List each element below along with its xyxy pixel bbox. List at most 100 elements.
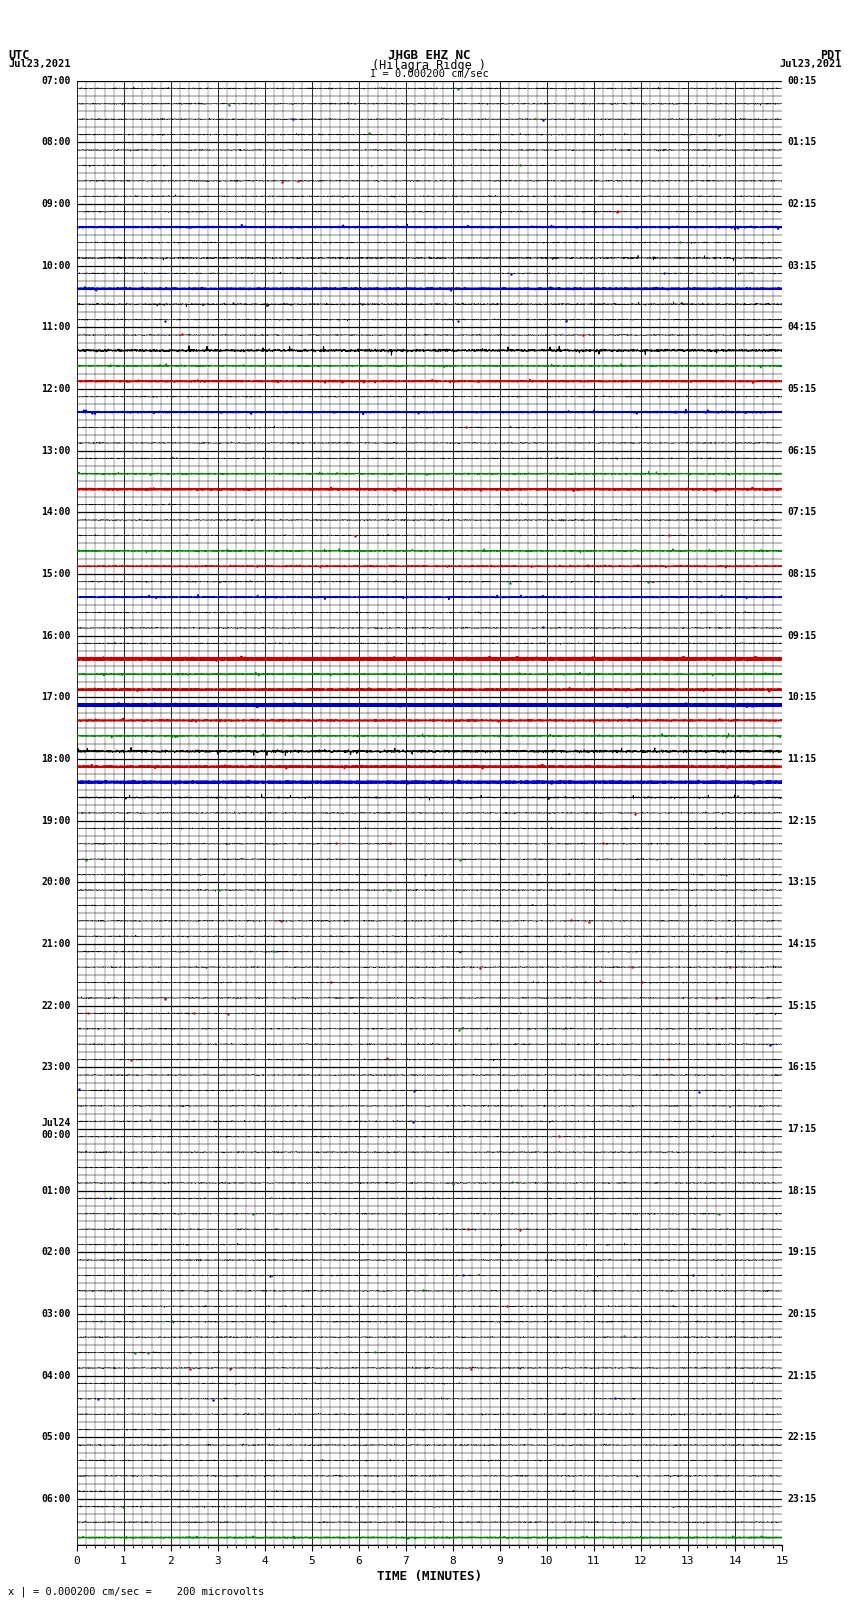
Text: 16:15: 16:15 xyxy=(788,1063,817,1073)
Text: 01:15: 01:15 xyxy=(788,137,817,147)
Text: 21:00: 21:00 xyxy=(42,939,71,948)
Text: 07:00: 07:00 xyxy=(42,76,71,85)
Point xyxy=(608,1386,621,1411)
Text: 10:15: 10:15 xyxy=(788,692,817,702)
Point xyxy=(536,108,550,134)
Text: 11:00: 11:00 xyxy=(42,323,71,332)
Text: 19:00: 19:00 xyxy=(42,816,71,826)
Point xyxy=(91,1386,105,1411)
Point xyxy=(662,1047,676,1073)
Point xyxy=(693,1079,706,1105)
Text: 09:15: 09:15 xyxy=(788,631,817,640)
Text: 05:15: 05:15 xyxy=(788,384,817,394)
Point xyxy=(416,1277,430,1303)
Point xyxy=(453,847,467,873)
Text: 14:00: 14:00 xyxy=(42,508,71,518)
Point xyxy=(275,908,288,934)
Point xyxy=(94,1308,108,1334)
Point xyxy=(712,123,726,148)
Text: 06:15: 06:15 xyxy=(788,445,817,455)
Text: 23:00: 23:00 xyxy=(42,1063,71,1073)
Point xyxy=(552,1123,565,1148)
Point xyxy=(462,1216,475,1242)
Text: 13:00: 13:00 xyxy=(42,445,71,455)
Point xyxy=(246,1202,260,1227)
Point xyxy=(657,260,671,286)
Point xyxy=(124,1047,138,1073)
Point xyxy=(72,1076,86,1102)
Point xyxy=(673,229,687,255)
Point xyxy=(383,831,397,857)
Point xyxy=(407,1079,421,1105)
Text: (Hilagra Ridge ): (Hilagra Ridge ) xyxy=(372,58,486,73)
Text: 22:15: 22:15 xyxy=(788,1432,817,1442)
Point xyxy=(513,1216,527,1242)
Text: Jul23,2021: Jul23,2021 xyxy=(8,58,71,69)
Text: PDT: PDT xyxy=(820,50,842,63)
Text: 21:15: 21:15 xyxy=(788,1371,817,1381)
Text: 17:15: 17:15 xyxy=(788,1124,817,1134)
Point xyxy=(206,1387,219,1413)
Text: 04:15: 04:15 xyxy=(788,323,817,332)
Point xyxy=(641,569,654,595)
Point xyxy=(128,1340,141,1366)
Text: 10:00: 10:00 xyxy=(42,261,71,271)
Point xyxy=(712,1200,726,1226)
Point xyxy=(610,198,624,224)
Point xyxy=(710,986,723,1011)
Point xyxy=(723,955,737,981)
Point xyxy=(473,955,486,981)
Text: I = 0.000200 cm/sec: I = 0.000200 cm/sec xyxy=(370,69,489,79)
Text: 02:15: 02:15 xyxy=(788,198,817,210)
Point xyxy=(446,1171,460,1197)
Point xyxy=(223,92,236,118)
Text: 15:15: 15:15 xyxy=(788,1000,817,1011)
Text: 09:00: 09:00 xyxy=(42,198,71,210)
X-axis label: TIME (MINUTES): TIME (MINUTES) xyxy=(377,1569,482,1582)
Point xyxy=(158,986,172,1011)
Text: 14:15: 14:15 xyxy=(788,939,817,948)
Point xyxy=(286,106,300,132)
Point xyxy=(324,969,337,995)
Point xyxy=(682,123,695,148)
Text: JHGB EHZ NC: JHGB EHZ NC xyxy=(388,50,471,63)
Point xyxy=(329,831,343,857)
Point xyxy=(141,1340,155,1366)
Point xyxy=(455,1016,468,1042)
Point xyxy=(593,968,607,994)
Point xyxy=(763,1032,777,1058)
Point xyxy=(175,321,189,347)
Text: 03:00: 03:00 xyxy=(42,1310,71,1319)
Text: 22:00: 22:00 xyxy=(42,1000,71,1011)
Point xyxy=(187,1000,201,1026)
Text: 04:00: 04:00 xyxy=(42,1371,71,1381)
Point xyxy=(626,955,639,981)
Text: Jul24
00:00: Jul24 00:00 xyxy=(42,1118,71,1140)
Point xyxy=(348,523,362,548)
Text: 02:00: 02:00 xyxy=(42,1247,71,1257)
Point xyxy=(687,1263,700,1289)
Text: 20:00: 20:00 xyxy=(42,877,71,887)
Point xyxy=(582,910,596,936)
Text: 01:00: 01:00 xyxy=(42,1186,71,1195)
Text: Jul23,2021: Jul23,2021 xyxy=(779,58,842,69)
Point xyxy=(628,800,642,826)
Point xyxy=(541,1015,554,1040)
Text: UTC: UTC xyxy=(8,50,30,63)
Point xyxy=(362,121,376,147)
Text: 08:00: 08:00 xyxy=(42,137,71,147)
Text: 11:15: 11:15 xyxy=(788,753,817,765)
Text: 16:00: 16:00 xyxy=(42,631,71,640)
Point xyxy=(616,1510,630,1536)
Point xyxy=(564,907,578,932)
Point xyxy=(291,168,304,194)
Text: 12:15: 12:15 xyxy=(788,816,817,826)
Point xyxy=(264,1263,277,1289)
Point xyxy=(505,1169,518,1195)
Text: 18:15: 18:15 xyxy=(788,1186,817,1195)
Point xyxy=(576,323,590,348)
Point xyxy=(224,1357,237,1382)
Point xyxy=(635,969,649,995)
Point xyxy=(513,152,527,177)
Text: 05:00: 05:00 xyxy=(42,1432,71,1442)
